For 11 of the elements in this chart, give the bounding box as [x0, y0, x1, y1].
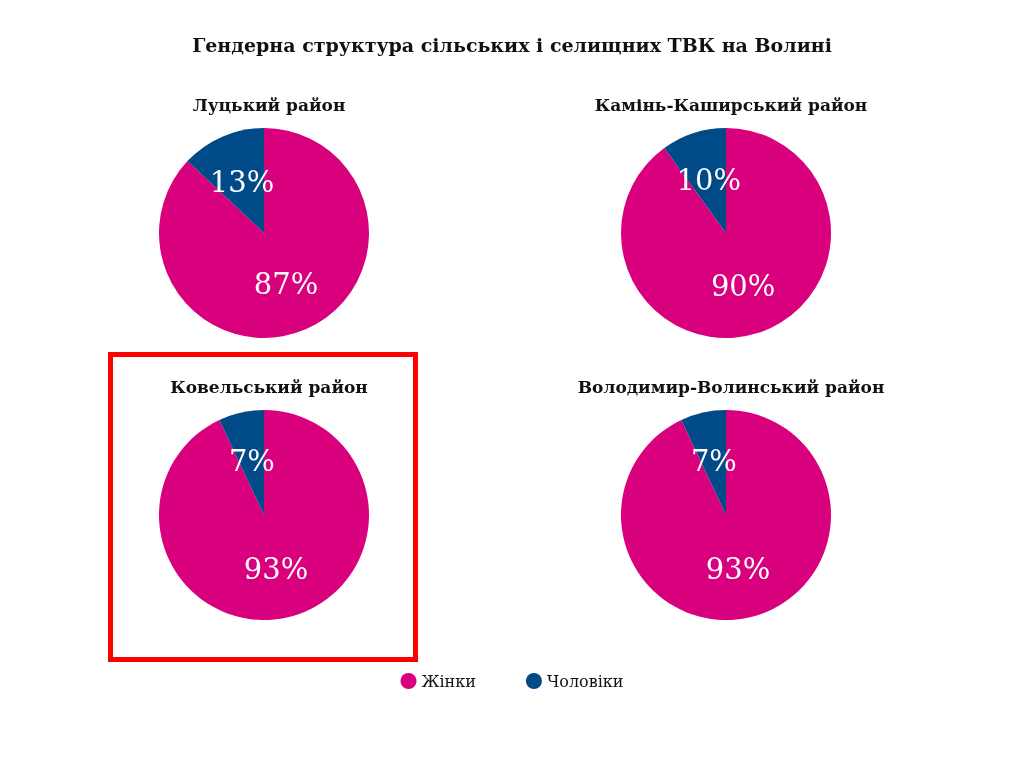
data-label: 87%: [253, 266, 319, 301]
data-label: 93%: [705, 552, 771, 587]
legend-label: Чоловіки: [546, 671, 624, 691]
text: Гендерна структура сільських і селищних ТВК на Волині: [192, 33, 832, 56]
chart-title: Камінь-Каширський район: [594, 94, 868, 115]
data-label: 90%: [710, 268, 776, 303]
chart-title: Луцький район: [192, 94, 346, 115]
chart-title: Ковельський район: [170, 376, 368, 397]
chart-title: Володимир-Волинський район: [577, 376, 885, 397]
data-label: 93%: [243, 552, 309, 587]
legend-label: Жінки: [421, 671, 476, 691]
